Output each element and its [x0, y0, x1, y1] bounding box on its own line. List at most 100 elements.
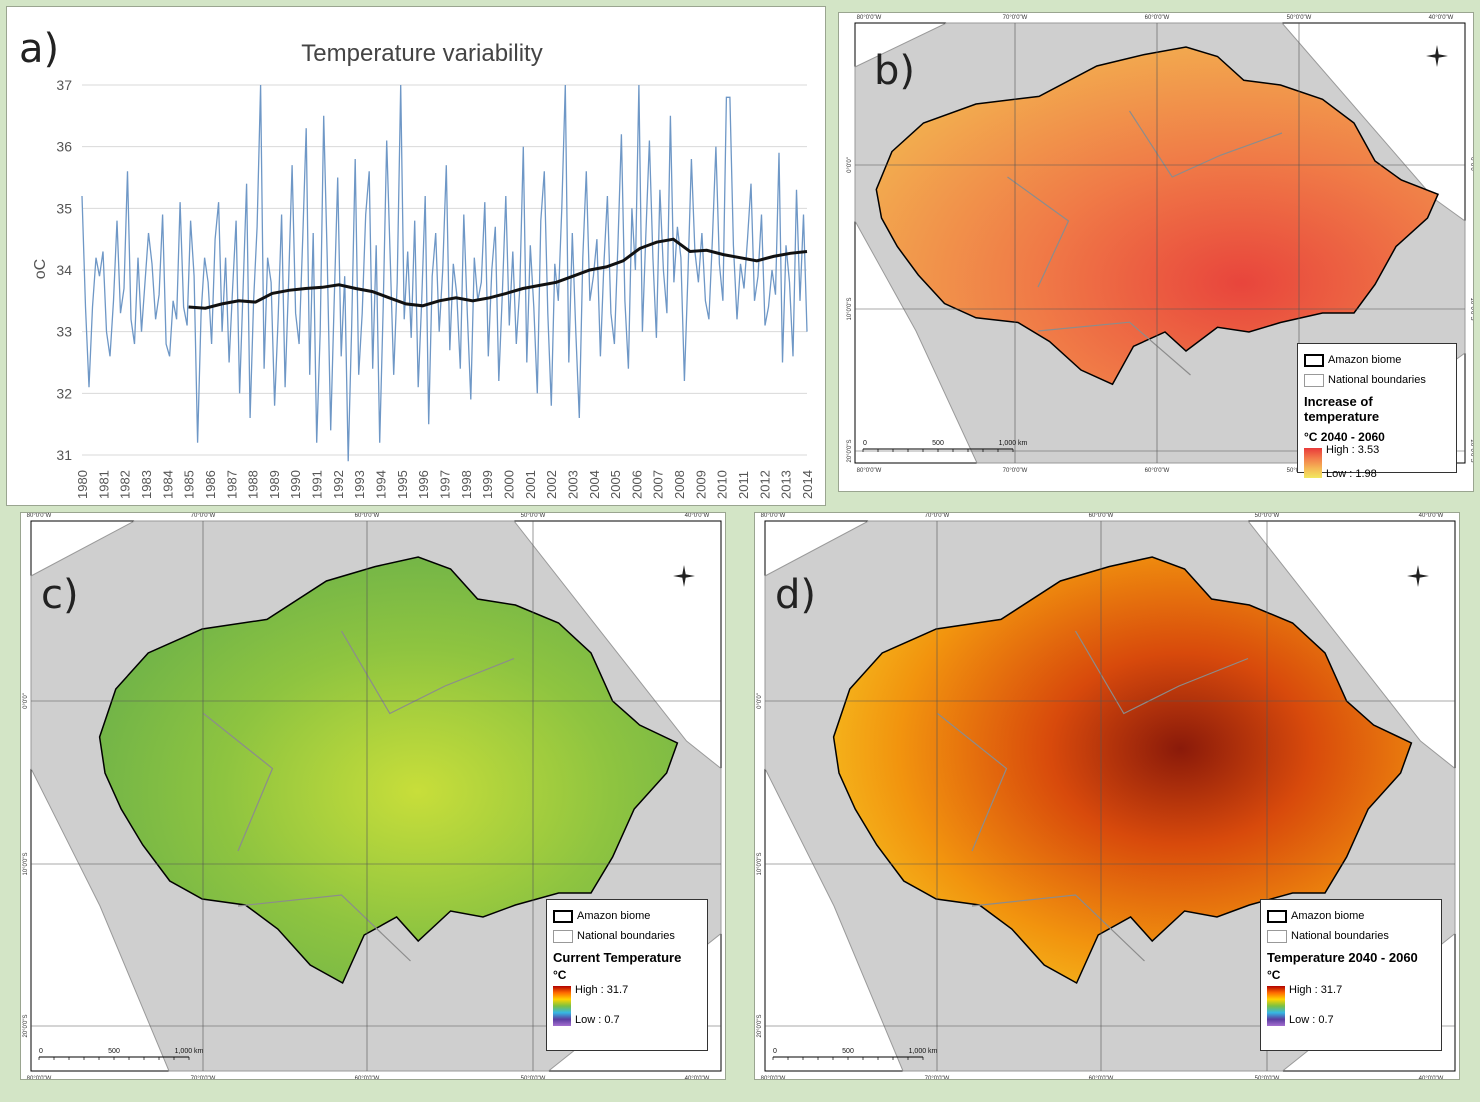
longitude-label-bottom: 80°0'0"W	[761, 1076, 786, 1080]
longitude-label-top: 50°0'0"W	[521, 513, 546, 519]
x-tick-label: 2008	[672, 470, 687, 499]
longitude-label-top: 80°0'0"W	[857, 15, 882, 21]
longitude-label-bottom: 70°0'0"W	[191, 1076, 216, 1080]
national-boundaries-swatch	[1304, 373, 1324, 387]
legend-amazon-biome: Amazon biome	[1291, 910, 1365, 922]
color-ramp	[1267, 986, 1285, 1026]
longitude-label-bottom: 50°0'0"W	[1255, 1076, 1280, 1080]
latitude-label-left: 20°0'0"S	[757, 1014, 763, 1037]
legend-unit: °C 2040 - 2060	[1304, 430, 1385, 444]
x-tick-label: 1992	[331, 470, 346, 499]
north-arrow-icon	[1405, 563, 1431, 589]
x-tick-label: 1982	[118, 470, 133, 499]
scale-label-mid: 500	[932, 440, 944, 447]
longitude-label-bottom: 60°0'0"W	[1145, 468, 1170, 474]
scale-label-zero: 0	[863, 440, 867, 447]
latitude-label-left: 0°0'0"	[847, 157, 853, 173]
latitude-label-left: 10°0'0"S	[23, 852, 29, 875]
y-tick-label: 31	[56, 447, 72, 463]
x-tick-label: 2000	[501, 470, 516, 499]
ramp-low-label: Low : 0.7	[1289, 1014, 1334, 1026]
legend-title: Current Temperature	[553, 950, 682, 965]
x-tick-label: 1981	[96, 470, 111, 499]
x-tick-label: 1983	[139, 470, 154, 499]
latitude-label-right: 10°0'0"S	[725, 852, 726, 875]
ramp-high-label: High : 31.7	[575, 984, 629, 996]
national-boundary-line	[203, 713, 274, 852]
x-tick-label: 1990	[288, 470, 303, 499]
longitude-label-bottom: 70°0'0"W	[925, 1076, 950, 1080]
longitude-label-bottom: 80°0'0"W	[27, 1076, 52, 1080]
longitude-label-top: 60°0'0"W	[355, 513, 380, 519]
legend-title: Temperature 2040 - 2060	[1267, 950, 1418, 965]
scale-label-zero: 0	[773, 1048, 777, 1055]
panel-c-label: c)	[41, 572, 79, 618]
longitude-label-top: 70°0'0"W	[925, 513, 950, 519]
latitude-label-right: 20°0'0"S	[1459, 1014, 1460, 1037]
x-tick-label: 1997	[438, 470, 453, 499]
longitude-label-bottom: 50°0'0"W	[521, 1076, 546, 1080]
y-axis-label: oC	[32, 259, 49, 279]
legend-panel-c: Amazon biome National boundaries Current…	[546, 899, 708, 1051]
legend-panel-b: Amazon biome National boundaries Increas…	[1297, 343, 1457, 480]
national-boundary-line	[937, 713, 1008, 852]
latitude-label-right: 10°0'0"S	[1459, 852, 1460, 875]
legend-unit: °C	[553, 968, 567, 982]
legend-title: Increase of temperature	[1304, 394, 1380, 424]
legend-unit: °C	[1267, 968, 1281, 982]
y-tick-label: 37	[56, 77, 72, 93]
temperature-variability-chart: Temperature variability oC 31 32 33 34 35 36 37 1…	[32, 40, 815, 499]
x-tick-label: 1985	[182, 470, 197, 499]
scale-label-end: 1,000 km	[909, 1048, 938, 1055]
panel-c-map: 80°0'0"W 80°0'0"W 70°0'0"W 70°0'0"W 60°0'0"W…	[20, 512, 726, 1080]
y-tick-label: 33	[56, 324, 72, 340]
north-arrow-icon	[1424, 43, 1450, 69]
longitude-label-top: 50°0'0"W	[1255, 513, 1280, 519]
national-boundary-line	[1037, 321, 1191, 376]
amazon-biome-swatch	[1267, 909, 1287, 923]
x-tick-label: 2002	[544, 470, 559, 499]
color-ramp	[553, 986, 571, 1026]
x-tick-label: 1980	[75, 470, 90, 499]
longitude-label-top: 80°0'0"W	[27, 513, 52, 519]
x-tick-label: 1987	[224, 470, 239, 499]
legend-national-boundaries: National boundaries	[1328, 374, 1426, 386]
longitude-label-bottom: 60°0'0"W	[355, 1076, 380, 1080]
panel-d-map: 80°0'0"W 80°0'0"W 70°0'0"W 70°0'0"W 60°0'0"W…	[754, 512, 1460, 1080]
x-tick-label: 1991	[310, 470, 325, 499]
x-tick-label: 1988	[246, 470, 261, 499]
national-boundary-line	[1128, 110, 1283, 178]
scale-label-mid: 500	[108, 1048, 120, 1055]
latitude-label-right: 0°0'0"	[1459, 693, 1460, 709]
legend-amazon-biome: Amazon biome	[1328, 354, 1402, 366]
ramp-high-label: High : 3.53	[1326, 444, 1380, 456]
x-tick-label: 1989	[267, 470, 282, 499]
chart-title: Temperature variability	[301, 40, 542, 67]
latitude-label-right: 0°0'0"	[725, 693, 726, 709]
legend-national-boundaries: National boundaries	[1291, 930, 1389, 942]
longitude-label-top: 50°0'0"W	[1287, 15, 1312, 21]
longitude-label-top: 40°0'0"W	[685, 513, 710, 519]
x-tick-label: 1986	[203, 470, 218, 499]
x-tick-label: 2005	[608, 470, 623, 499]
x-tick-label: 2001	[523, 470, 538, 499]
x-tick-label: 2004	[587, 470, 602, 499]
longitude-label-top: 80°0'0"W	[761, 513, 786, 519]
ramp-low-label: Low : 1.98	[1326, 468, 1377, 480]
current-temperature-map: 80°0'0"W 80°0'0"W 70°0'0"W 70°0'0"W 60°0'0"W…	[23, 513, 726, 1080]
y-tick-label: 35	[56, 200, 72, 216]
national-boundary-line	[340, 630, 515, 715]
x-tick-label: 1984	[160, 470, 175, 499]
x-tick-label: 1993	[352, 470, 367, 499]
national-boundaries-swatch	[553, 929, 573, 943]
north-arrow-icon	[671, 563, 697, 589]
y-tick-label: 36	[56, 139, 72, 155]
north-arrow-graphic	[1426, 45, 1448, 67]
panel-a-chart: a) Temperature variability oC 31 32 33 34 35 36…	[6, 6, 826, 506]
x-tick-label: 1994	[374, 470, 389, 499]
x-tick-label: 2007	[651, 470, 666, 499]
longitude-label-bottom: 60°0'0"W	[1089, 1076, 1114, 1080]
latitude-label-right: 20°0'0"S	[1469, 439, 1474, 462]
latitude-label-left: 10°0'0"S	[757, 852, 763, 875]
panel-a-label: a)	[19, 26, 60, 72]
